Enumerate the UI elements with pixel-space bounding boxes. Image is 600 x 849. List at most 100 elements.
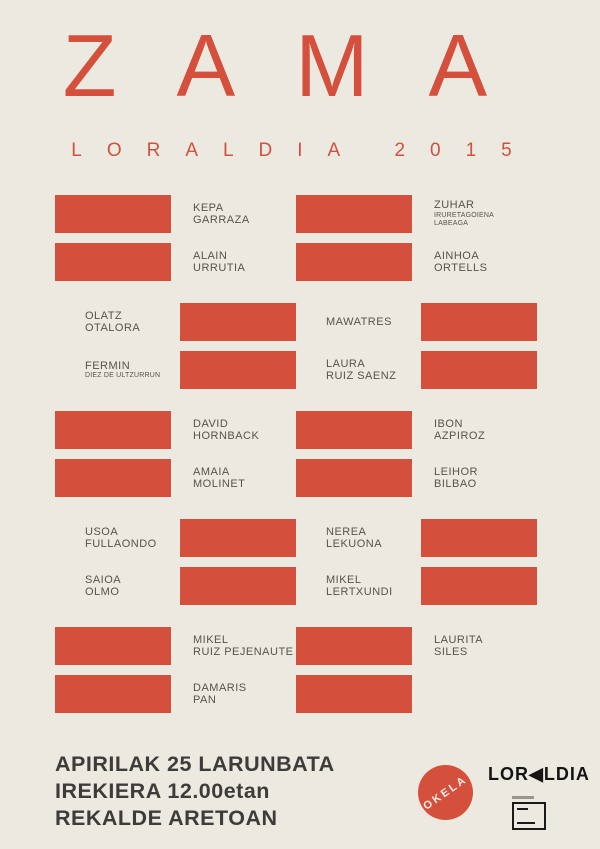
color-block (421, 303, 537, 341)
color-block (55, 675, 171, 713)
artist-row: AMAIA MOLINET LEIHOR BILBAO (55, 459, 537, 497)
okela-logo-text: OKELA (421, 772, 470, 813)
color-block (180, 351, 296, 389)
artist-cell: LAURITA SILES (296, 627, 537, 665)
artist-name-line: ZUHAR (434, 199, 475, 212)
artist-name-line: MAWATRES (326, 315, 392, 328)
artist-name-line: AMAIA (193, 465, 230, 478)
color-block (55, 459, 171, 497)
artist-cell: OLATZ OTALORA (55, 303, 296, 341)
artist-name-line: HORNBACK (193, 430, 260, 442)
artist-name-line: OLATZ (85, 309, 123, 322)
artist-name: KEPA GARRAZA (171, 195, 296, 233)
okela-logo: OKELA (418, 765, 473, 820)
artist-name: SAIOA OLMO (55, 567, 180, 605)
color-block (180, 567, 296, 605)
artist-name-line: MIKEL (193, 633, 229, 646)
artist-name-line: OTALORA (85, 322, 141, 334)
artist-name-line: LEKUONA (326, 538, 383, 550)
artist-row: DAMARIS PAN (55, 675, 537, 713)
artist-cell: ZUHAR IRURETAGOIENA LABEAGA (296, 195, 537, 233)
artist-cell: LAURA RUIZ SAENZ (296, 351, 537, 389)
artist-cell: IBON AZPIROZ (296, 411, 537, 449)
artist-row: MIKEL RUIZ PEJENAUTE LAURITA SILES (55, 627, 537, 665)
artist-name-line: DAVID (193, 417, 229, 430)
artist-name-line: ORTELLS (434, 262, 488, 274)
artist-name-line: SILES (434, 646, 468, 658)
artist-name: LAURITA SILES (412, 627, 537, 665)
artist-name-line: DAMARIS (193, 681, 247, 694)
artist-cell: NEREA LEKUONA (296, 519, 537, 557)
artist-name: AMAIA MOLINET (171, 459, 296, 497)
venue-logo-mark (517, 822, 535, 824)
artist-name: DAVID HORNBACK (171, 411, 296, 449)
artist-name: LAURA RUIZ SAENZ (296, 351, 421, 389)
poster-title: ZAMA (62, 16, 548, 115)
artist-name (412, 675, 537, 713)
venue-logo (512, 796, 546, 830)
artist-cell: SAIOA OLMO (55, 567, 296, 605)
color-block (296, 411, 412, 449)
artist-name: MIKEL LERTXUNDI (296, 567, 421, 605)
poster-subtitle: LORALDIA 2015 (71, 140, 537, 161)
artist-cell: AINHOA ORTELLS (296, 243, 537, 281)
artist-name: LEIHOR BILBAO (412, 459, 537, 497)
color-block (55, 627, 171, 665)
artist-name: ZUHAR IRURETAGOIENA LABEAGA (412, 195, 537, 233)
color-block (296, 195, 412, 233)
artist-row: ALAIN URRUTIA AINHOA ORTELLS (55, 243, 537, 281)
artist-name-line: USOA (85, 525, 119, 538)
artist-name: FERMIN DIEZ DE ULTZURRUN (55, 351, 180, 389)
artist-name-line: MOLINET (193, 478, 246, 490)
event-time: IREKIERA 12.00etan (55, 779, 270, 803)
venue-logo-box (512, 802, 546, 830)
artist-name: ALAIN URRUTIA (171, 243, 296, 281)
venue-logo-mark (517, 808, 528, 810)
artist-name-line: FULLAONDO (85, 538, 157, 550)
artist-name-line: MIKEL (326, 573, 362, 586)
artist-name-line: OLMO (85, 586, 120, 598)
artist-name-line: URRUTIA (193, 262, 246, 274)
color-block (55, 411, 171, 449)
artist-cell: FERMIN DIEZ DE ULTZURRUN (55, 351, 296, 389)
artist-name: MAWATRES (296, 303, 421, 341)
loraldia-logo: LOR◀LDIA (488, 764, 590, 784)
color-block (180, 303, 296, 341)
event-date: APIRILAK 25 LARUNBATA (55, 752, 335, 776)
artist-name-line: RUIZ SAENZ (326, 370, 397, 382)
artist-name: IBON AZPIROZ (412, 411, 537, 449)
artist-name-line: LERTXUNDI (326, 586, 393, 598)
artist-name-line: NEREA (326, 525, 367, 538)
artist-name-line: AINHOA (434, 249, 480, 262)
artist-cell: KEPA GARRAZA (55, 195, 296, 233)
artist-name-line: AZPIROZ (434, 430, 486, 442)
artist-cell: DAVID HORNBACK (55, 411, 296, 449)
artist-name-line: LAURITA (434, 633, 484, 646)
artist-row: KEPA GARRAZA ZUHAR IRURETAGOIENA LABEAGA (55, 195, 537, 233)
event-venue: REKALDE ARETOAN (55, 806, 278, 830)
artist-name-line: LAURA (326, 357, 366, 370)
artist-name-line: FERMIN (85, 359, 131, 372)
artist-cell: AMAIA MOLINET (55, 459, 296, 497)
artist-name-line: LEIHOR (434, 465, 478, 478)
artist-name: MIKEL RUIZ PEJENAUTE (171, 627, 296, 665)
artist-row: FERMIN DIEZ DE ULTZURRUN LAURA RUIZ SAENZ (55, 351, 537, 389)
artist-row: DAVID HORNBACK IBON AZPIROZ (55, 411, 537, 449)
artist-name-line: BILBAO (434, 478, 477, 490)
artist-name-line: GARRAZA (193, 214, 250, 226)
color-block (421, 567, 537, 605)
color-block (296, 627, 412, 665)
artist-cell: MIKEL RUIZ PEJENAUTE (55, 627, 296, 665)
artist-name-line: KEPA (193, 201, 224, 214)
artist-row: USOA FULLAONDO NEREA LEKUONA (55, 519, 537, 557)
artist-cell: MAWATRES (296, 303, 537, 341)
artist-name: USOA FULLAONDO (55, 519, 180, 557)
color-block (55, 243, 171, 281)
artist-cell: DAMARIS PAN (55, 675, 296, 713)
artist-cell: MIKEL LERTXUNDI (296, 567, 537, 605)
color-block (296, 675, 412, 713)
artist-cell (296, 675, 537, 713)
artist-cell: USOA FULLAONDO (55, 519, 296, 557)
venue-logo-label (512, 796, 534, 799)
